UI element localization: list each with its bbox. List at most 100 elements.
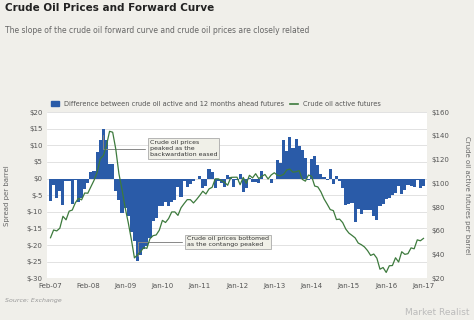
Bar bbox=[406, 179, 410, 186]
Bar bbox=[248, 178, 251, 179]
Bar bbox=[397, 179, 400, 186]
Bar bbox=[136, 179, 139, 261]
Bar bbox=[363, 179, 366, 210]
Bar bbox=[347, 179, 350, 204]
Bar bbox=[176, 179, 180, 187]
Bar bbox=[220, 179, 223, 183]
Bar bbox=[316, 165, 319, 179]
Bar bbox=[326, 179, 328, 180]
Bar bbox=[322, 177, 326, 179]
Bar bbox=[335, 176, 338, 179]
Bar bbox=[74, 179, 77, 180]
Bar bbox=[105, 140, 108, 179]
Bar bbox=[391, 179, 394, 195]
Bar bbox=[226, 175, 229, 179]
Bar bbox=[180, 179, 182, 197]
Bar bbox=[108, 164, 111, 179]
Bar bbox=[170, 179, 173, 202]
Bar bbox=[282, 140, 285, 179]
Bar bbox=[92, 171, 96, 179]
Bar bbox=[260, 172, 264, 179]
Bar bbox=[161, 179, 164, 206]
Bar bbox=[366, 179, 369, 210]
Bar bbox=[124, 179, 127, 208]
Bar bbox=[58, 179, 62, 191]
Legend: Difference between crude oil active and 12 months ahead futures, Crude oil activ: Difference between crude oil active and … bbox=[51, 101, 381, 107]
Bar bbox=[120, 179, 124, 213]
Bar bbox=[298, 146, 301, 179]
Bar bbox=[182, 179, 186, 181]
Bar bbox=[254, 179, 257, 182]
Text: Crude oil active futures per barrel: Crude oil active futures per barrel bbox=[464, 136, 470, 254]
Bar bbox=[307, 179, 310, 180]
Bar bbox=[378, 179, 382, 206]
Bar bbox=[114, 179, 118, 191]
Bar bbox=[68, 179, 71, 181]
Bar bbox=[285, 151, 288, 179]
Bar bbox=[111, 164, 114, 179]
Bar bbox=[382, 179, 384, 204]
Bar bbox=[310, 158, 313, 179]
Bar bbox=[304, 158, 307, 179]
Bar bbox=[416, 179, 419, 180]
Bar bbox=[80, 179, 83, 198]
Bar bbox=[236, 179, 238, 180]
Text: Source: Exchange: Source: Exchange bbox=[5, 298, 62, 303]
Bar bbox=[77, 179, 80, 202]
Bar bbox=[257, 179, 260, 183]
Bar bbox=[319, 174, 322, 179]
Bar bbox=[292, 148, 294, 179]
Bar bbox=[388, 179, 391, 198]
Bar bbox=[71, 179, 74, 204]
Bar bbox=[164, 179, 167, 202]
Bar bbox=[192, 179, 195, 180]
Bar bbox=[419, 179, 422, 188]
Bar bbox=[251, 179, 254, 182]
Bar bbox=[55, 179, 58, 198]
Text: Crude oil prices
peaked as the
backwardation eased: Crude oil prices peaked as the backwarda… bbox=[103, 135, 218, 157]
Bar bbox=[341, 179, 344, 188]
Bar bbox=[99, 140, 102, 179]
Bar bbox=[332, 179, 335, 184]
Bar bbox=[146, 179, 148, 246]
Bar bbox=[49, 179, 52, 201]
Bar bbox=[62, 179, 64, 205]
Bar bbox=[232, 179, 236, 187]
Bar bbox=[210, 172, 214, 179]
Bar bbox=[142, 179, 146, 249]
Bar bbox=[270, 179, 273, 183]
Bar bbox=[208, 169, 210, 179]
Bar bbox=[158, 179, 161, 206]
Bar bbox=[86, 179, 90, 183]
Bar bbox=[369, 179, 372, 210]
Bar bbox=[118, 179, 120, 201]
Bar bbox=[279, 163, 282, 179]
Bar bbox=[201, 179, 204, 188]
Bar bbox=[198, 176, 201, 179]
Bar bbox=[130, 179, 133, 232]
Bar bbox=[90, 172, 92, 179]
Bar bbox=[155, 179, 158, 218]
Text: Spread per barrel: Spread per barrel bbox=[4, 165, 10, 226]
Bar bbox=[214, 179, 217, 188]
Bar bbox=[64, 179, 68, 181]
Bar bbox=[242, 179, 245, 192]
Bar bbox=[186, 179, 189, 187]
Bar bbox=[133, 179, 136, 241]
Bar bbox=[375, 179, 378, 220]
Bar bbox=[204, 179, 208, 186]
Bar bbox=[152, 179, 155, 221]
Bar bbox=[288, 137, 292, 179]
Bar bbox=[384, 179, 388, 199]
Bar bbox=[139, 179, 142, 255]
Bar bbox=[148, 179, 152, 238]
Bar bbox=[360, 179, 363, 214]
Bar bbox=[294, 139, 298, 179]
Bar bbox=[412, 179, 416, 188]
Bar bbox=[276, 160, 279, 179]
Bar bbox=[422, 179, 425, 186]
Text: Crude oil prices bottomed
as the contango peaked: Crude oil prices bottomed as the contang… bbox=[137, 236, 269, 256]
Text: Market Realist: Market Realist bbox=[405, 308, 469, 317]
Bar bbox=[245, 179, 248, 188]
Bar bbox=[372, 179, 375, 216]
